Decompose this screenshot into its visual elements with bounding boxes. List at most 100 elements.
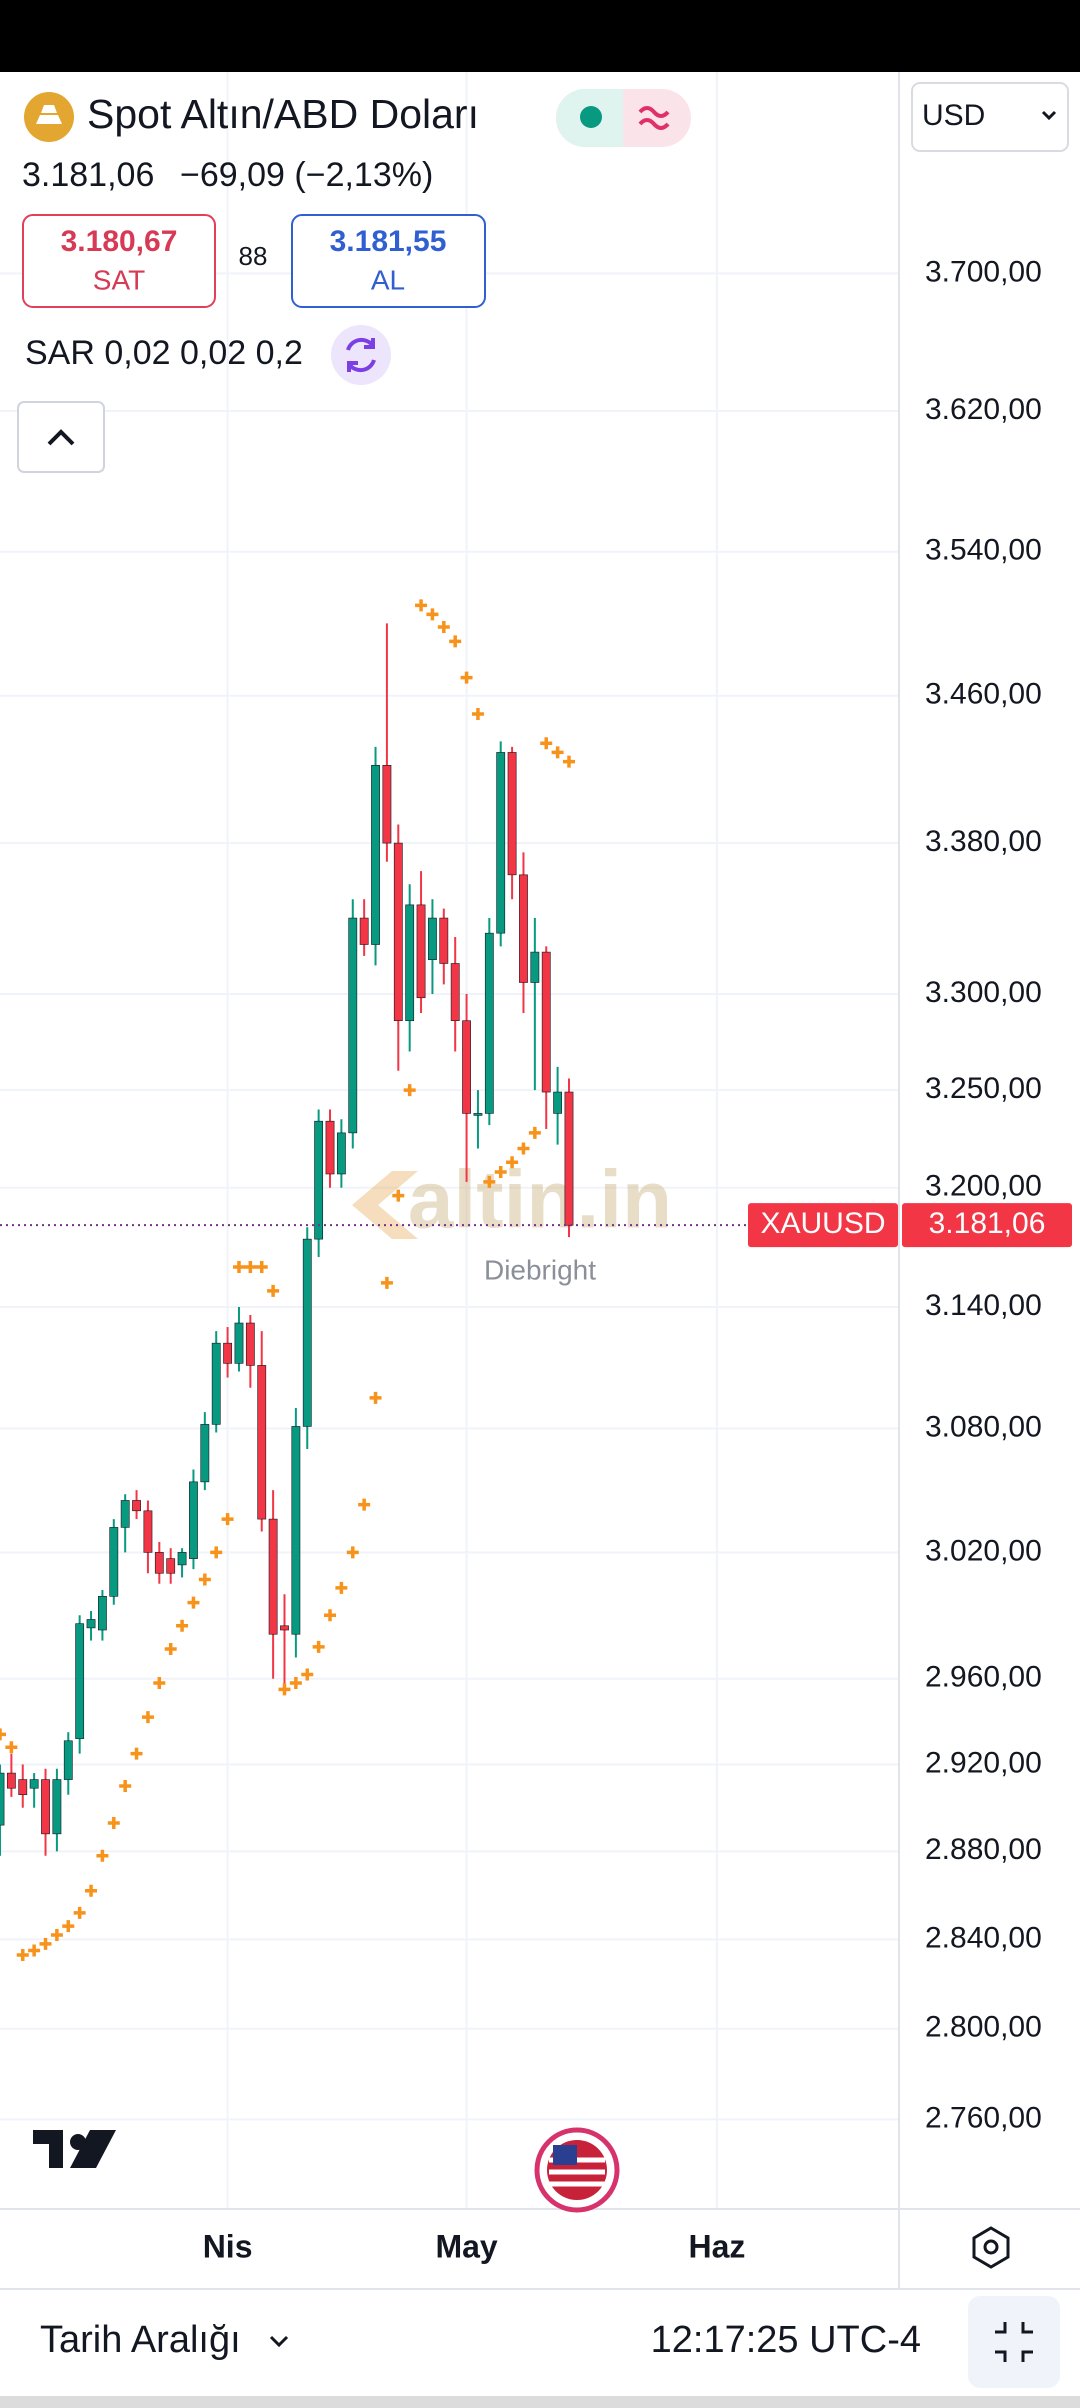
- status-bar: [0, 0, 1080, 72]
- sar-dot: [346, 1546, 359, 1559]
- sar-dot: [198, 1573, 211, 1586]
- clock: 12:17:25 UTC-4: [651, 2319, 921, 2361]
- buy-price[interactable]: 3.181,55: [330, 225, 447, 258]
- sar-dot: [460, 671, 473, 684]
- candle-body: [120, 1500, 130, 1528]
- sar-dot: [358, 1498, 371, 1511]
- symbol-badge: [748, 1203, 898, 1248]
- sar-dot: [50, 1928, 63, 1941]
- flag-canton: [553, 2145, 577, 2165]
- candle-body: [314, 1120, 324, 1240]
- refresh-icon: [346, 337, 376, 373]
- y-tick-label: 3.700,00: [925, 255, 1042, 288]
- candle-body: [291, 1426, 301, 1635]
- y-tick-label: 2.920,00: [925, 1746, 1042, 1779]
- sell-button[interactable]: [22, 214, 216, 308]
- symbol-label: XAUUSD: [760, 1207, 885, 1240]
- collapse-button[interactable]: [17, 401, 105, 473]
- y-tick-label: 3.460,00: [925, 678, 1042, 711]
- candle-body: [143, 1510, 153, 1553]
- candle-body: [86, 1619, 96, 1629]
- candle-body: [98, 1596, 107, 1631]
- sell-label[interactable]: SAT: [93, 264, 145, 295]
- candle-body: [75, 1623, 85, 1739]
- candle-body: [553, 1091, 563, 1114]
- candle-body: [0, 1772, 5, 1826]
- sell-price[interactable]: 3.180,67: [61, 225, 178, 258]
- currency-select[interactable]: [911, 82, 1069, 152]
- fullscreen-icon: [995, 2322, 1033, 2362]
- currency[interactable]: USD: [922, 99, 985, 132]
- sar-dot: [107, 1816, 120, 1829]
- settings-icon-center: [983, 2239, 999, 2255]
- candle-body: [268, 1518, 278, 1635]
- y-tick-label: 3.080,00: [925, 1410, 1042, 1443]
- chevron: [269, 2335, 289, 2348]
- candle-body: [348, 917, 358, 1134]
- gold-bars: [36, 105, 62, 124]
- buy-label[interactable]: AL: [371, 264, 405, 295]
- sar-dot: [244, 1260, 257, 1273]
- candle-body: [393, 842, 403, 1022]
- sar-dot: [153, 1677, 166, 1690]
- candle-body: [189, 1481, 198, 1559]
- candle-body: [336, 1132, 346, 1175]
- candle-body: [541, 951, 551, 1093]
- sar-dot: [73, 1906, 86, 1919]
- price: 3.181,06: [22, 156, 154, 194]
- candle-body: [109, 1527, 119, 1597]
- y-tick-label: 3.140,00: [925, 1289, 1042, 1322]
- chevron-up: [47, 429, 75, 446]
- candle-body: [18, 1779, 28, 1796]
- sar-dot: [312, 1640, 325, 1653]
- sar-dot: [392, 1189, 405, 1202]
- candle-body: [473, 1113, 483, 1116]
- y-tick-label: 2.960,00: [925, 1661, 1042, 1694]
- sar-dot: [415, 599, 428, 612]
- candle-body: [280, 1625, 289, 1631]
- candle-body: [564, 1091, 574, 1226]
- candle-body: [382, 765, 392, 844]
- sar-dot: [324, 1609, 337, 1622]
- chevron: [1041, 110, 1057, 121]
- tradingview-logo-dot: [70, 2134, 86, 2150]
- x-tick-label: Haz: [688, 2228, 745, 2264]
- y-tick-label: 2.760,00: [925, 2101, 1042, 2134]
- sar-dot: [85, 1884, 98, 1897]
- candle-body: [462, 1020, 471, 1114]
- y-tick-label: 3.250,00: [925, 1072, 1042, 1105]
- watermark: altin.in: [408, 1155, 672, 1246]
- sar-dot: [130, 1747, 143, 1760]
- sar-dot: [517, 1142, 530, 1155]
- tradingview-logo: [33, 2130, 116, 2168]
- y-tick-label: 3.380,00: [925, 825, 1042, 858]
- sar-dot: [39, 1937, 52, 1950]
- sar-dot: [267, 1284, 280, 1297]
- candle-body: [325, 1120, 335, 1175]
- sar-dot: [506, 1156, 519, 1169]
- candle-body: [132, 1500, 141, 1512]
- sar-dot: [187, 1596, 200, 1609]
- candle-body: [484, 932, 494, 1114]
- sar-dot: [551, 746, 564, 759]
- date-range[interactable]: Tarih Aralığı: [40, 2319, 241, 2361]
- y-tick-label: 3.540,00: [925, 534, 1042, 567]
- refresh-button[interactable]: [331, 325, 391, 385]
- buy-button[interactable]: [291, 214, 486, 308]
- candle-body: [29, 1779, 39, 1789]
- nav-bar: [0, 2396, 1080, 2408]
- candle-body: [302, 1238, 312, 1427]
- sar-dot: [494, 1166, 507, 1179]
- sar-dot: [28, 1944, 41, 1957]
- x-tick-label: Nis: [203, 2228, 253, 2264]
- fullscreen-button[interactable]: [968, 2296, 1060, 2388]
- author: Diebright: [484, 1254, 596, 1285]
- sar-dot: [62, 1920, 75, 1933]
- y-tick-label: 3.300,00: [925, 976, 1042, 1009]
- candle-body: [428, 917, 437, 960]
- indicator-label: SAR 0,02 0,02 0,2: [25, 334, 303, 372]
- sar-dot: [119, 1780, 132, 1793]
- settings-icon[interactable]: [972, 2226, 1010, 2269]
